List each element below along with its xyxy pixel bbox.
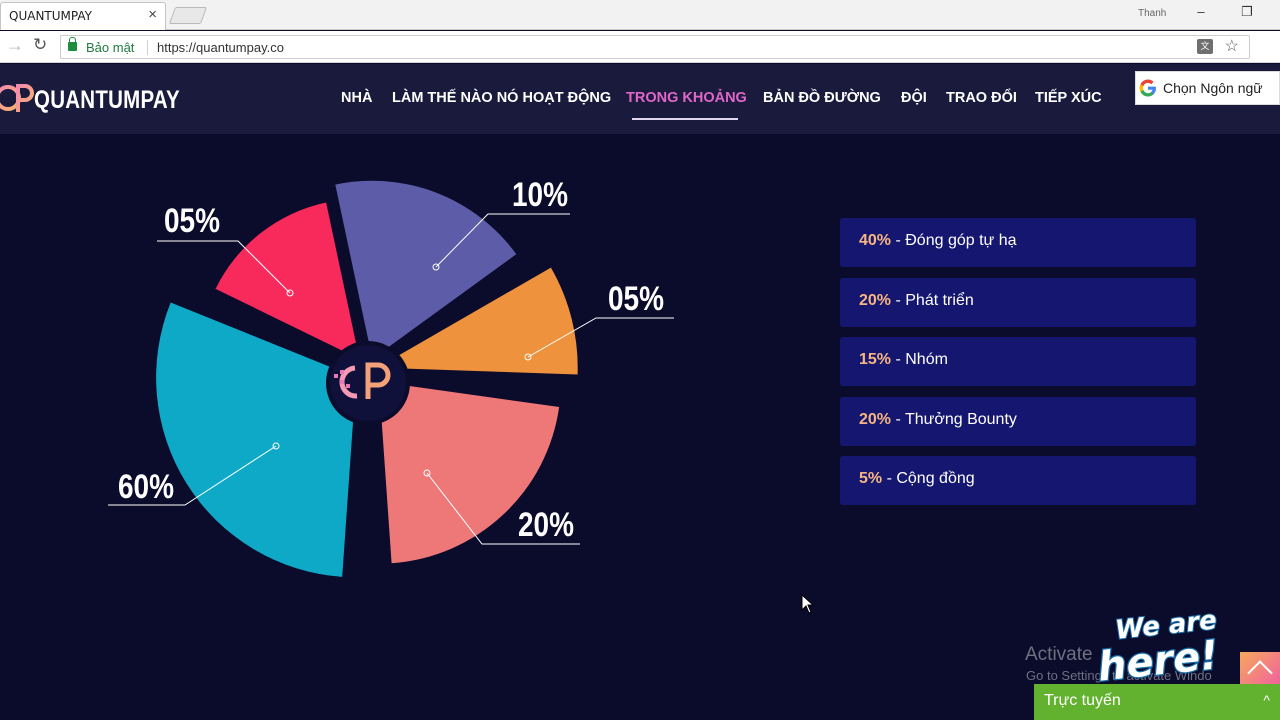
activate-windows-title: Activate — [1025, 644, 1093, 665]
back-to-top-button[interactable] — [1240, 652, 1280, 688]
pie-slice-label: 05% — [608, 280, 664, 318]
we-are-here-badge[interactable]: We are here! — [1088, 604, 1238, 684]
active-nav-underline — [632, 118, 738, 120]
translate-icon[interactable]: 文 — [1197, 39, 1213, 54]
bookmark-star-icon[interactable]: ☆ — [1224, 38, 1239, 55]
allocation-label: - Nhóm — [891, 351, 948, 368]
pie-leader-dot — [432, 263, 440, 271]
forward-icon[interactable]: → — [6, 35, 24, 55]
site-header: QUANTUMPAY NHÀ LÀM THẾ NÀO NÓ HOẠT ĐỘNG … — [0, 64, 1280, 134]
secure-label: Bảo mật — [86, 40, 135, 55]
close-icon[interactable]: × — [148, 6, 157, 23]
allocation-label: - Thưởng Bounty — [891, 410, 1017, 428]
chevron-up-icon: ^ — [1263, 692, 1270, 708]
pie-leader-line — [157, 240, 291, 294]
nav-item-home[interactable]: NHÀ — [341, 90, 373, 106]
allocation-label: - Phát triển — [891, 291, 974, 309]
activate-windows-subtitle: Go to Settings to activate Windo — [1026, 668, 1212, 683]
url-text[interactable]: https://quantumpay.co — [157, 40, 284, 55]
browser-tabstrip: QUANTUMPAY × Thanh – ❐ — [0, 0, 1280, 30]
site-logo-text[interactable]: QUANTUMPAY — [34, 86, 180, 114]
lock-icon — [68, 37, 77, 51]
quantumpay-logo-icon[interactable] — [0, 78, 34, 118]
pie-slice-label: 60% — [118, 468, 174, 506]
nav-item-roadmap[interactable]: BẢN ĐỒ ĐƯỜNG — [763, 90, 881, 106]
new-tab-button[interactable] — [168, 7, 208, 24]
reload-icon[interactable]: ↻ — [33, 35, 48, 54]
pie-leader-dot — [286, 289, 294, 297]
allocation-item: 40% - Đóng góp tự hạ — [840, 218, 1196, 267]
profile-name[interactable]: Thanh — [1138, 8, 1167, 19]
pie-slice-label: 05% — [164, 202, 220, 240]
address-bar[interactable]: Bảo mật https://quantumpay.co 文 ☆ — [60, 35, 1250, 59]
allocation-item: 20% - Thưởng Bounty — [840, 396, 1196, 446]
minimize-icon[interactable]: – — [1197, 4, 1205, 19]
allocation-label: - Đóng góp tự hạ — [891, 232, 1017, 249]
allocation-pie-chart: 10% 05% 20% 60% 05% — [108, 176, 674, 577]
allocation-item: 20% - Phát triển — [840, 277, 1196, 327]
allocation-label: - Cộng đồng — [882, 470, 975, 487]
pie-slice — [215, 202, 360, 359]
pie-leader-dot — [524, 353, 532, 361]
pie-slice — [378, 381, 560, 564]
allocation-item: 5% - Cộng đồng — [840, 456, 1196, 505]
mouse-cursor-icon — [801, 594, 815, 614]
allocation-list: 40% - Đóng góp tự hạ 20% - Phát triển 15… — [840, 218, 1196, 516]
google-g-icon — [1139, 79, 1156, 97]
allocation-percent: 40% — [859, 232, 892, 249]
language-selector[interactable]: Chọn Ngôn ngữ — [1135, 71, 1280, 105]
browser-tab[interactable]: QUANTUMPAY × — [0, 2, 166, 30]
pie-leader-dot — [272, 442, 280, 450]
allocation-percent: 5% — [859, 470, 883, 487]
pie-leader-line — [426, 472, 580, 545]
language-selector-label: Chọn Ngôn ngữ — [1163, 80, 1263, 96]
nav-item-team[interactable]: ĐỘI — [901, 90, 927, 106]
nav-item-how-it-works[interactable]: LÀM THẾ NÀO NÓ HOẠT ĐỘNG — [392, 90, 612, 106]
pie-leader-line — [527, 317, 674, 358]
pie-slice — [156, 302, 357, 577]
pie-leader-line — [108, 445, 277, 506]
chevron-up-icon — [1247, 660, 1273, 686]
pie-slice-label: 10% — [512, 176, 568, 214]
nav-item-about[interactable]: TRONG KHOẢNG — [626, 90, 747, 106]
allocation-percent: 20% — [859, 410, 892, 428]
live-chat-label: Trực tuyến — [1044, 692, 1121, 709]
pie-leader-dot — [423, 469, 431, 477]
nav-item-exchange[interactable]: TRAO ĐỔI — [946, 90, 1017, 106]
pie-slice-label: 20% — [518, 506, 574, 544]
pie-leader-line — [435, 213, 570, 268]
allocation-percent: 15% — [859, 351, 892, 368]
restore-icon[interactable]: ❐ — [1241, 4, 1253, 19]
pie-slice — [335, 180, 517, 359]
browser-toolbar: → ↻ Bảo mật https://quantumpay.co 文 ☆ — [0, 31, 1280, 63]
svg-text:here!: here! — [1096, 632, 1221, 684]
pie-slice — [377, 267, 578, 375]
nav-item-contact[interactable]: TIẾP XÚC — [1035, 90, 1102, 106]
allocation-item: 15% - Nhóm — [840, 337, 1196, 386]
allocation-percent: 20% — [859, 291, 892, 309]
center-qp-logo — [326, 341, 410, 425]
omnibox-divider — [147, 40, 148, 55]
tab-title: QUANTUMPAY — [9, 9, 92, 23]
live-chat-bar[interactable]: Trực tuyến ^ — [1034, 684, 1280, 720]
